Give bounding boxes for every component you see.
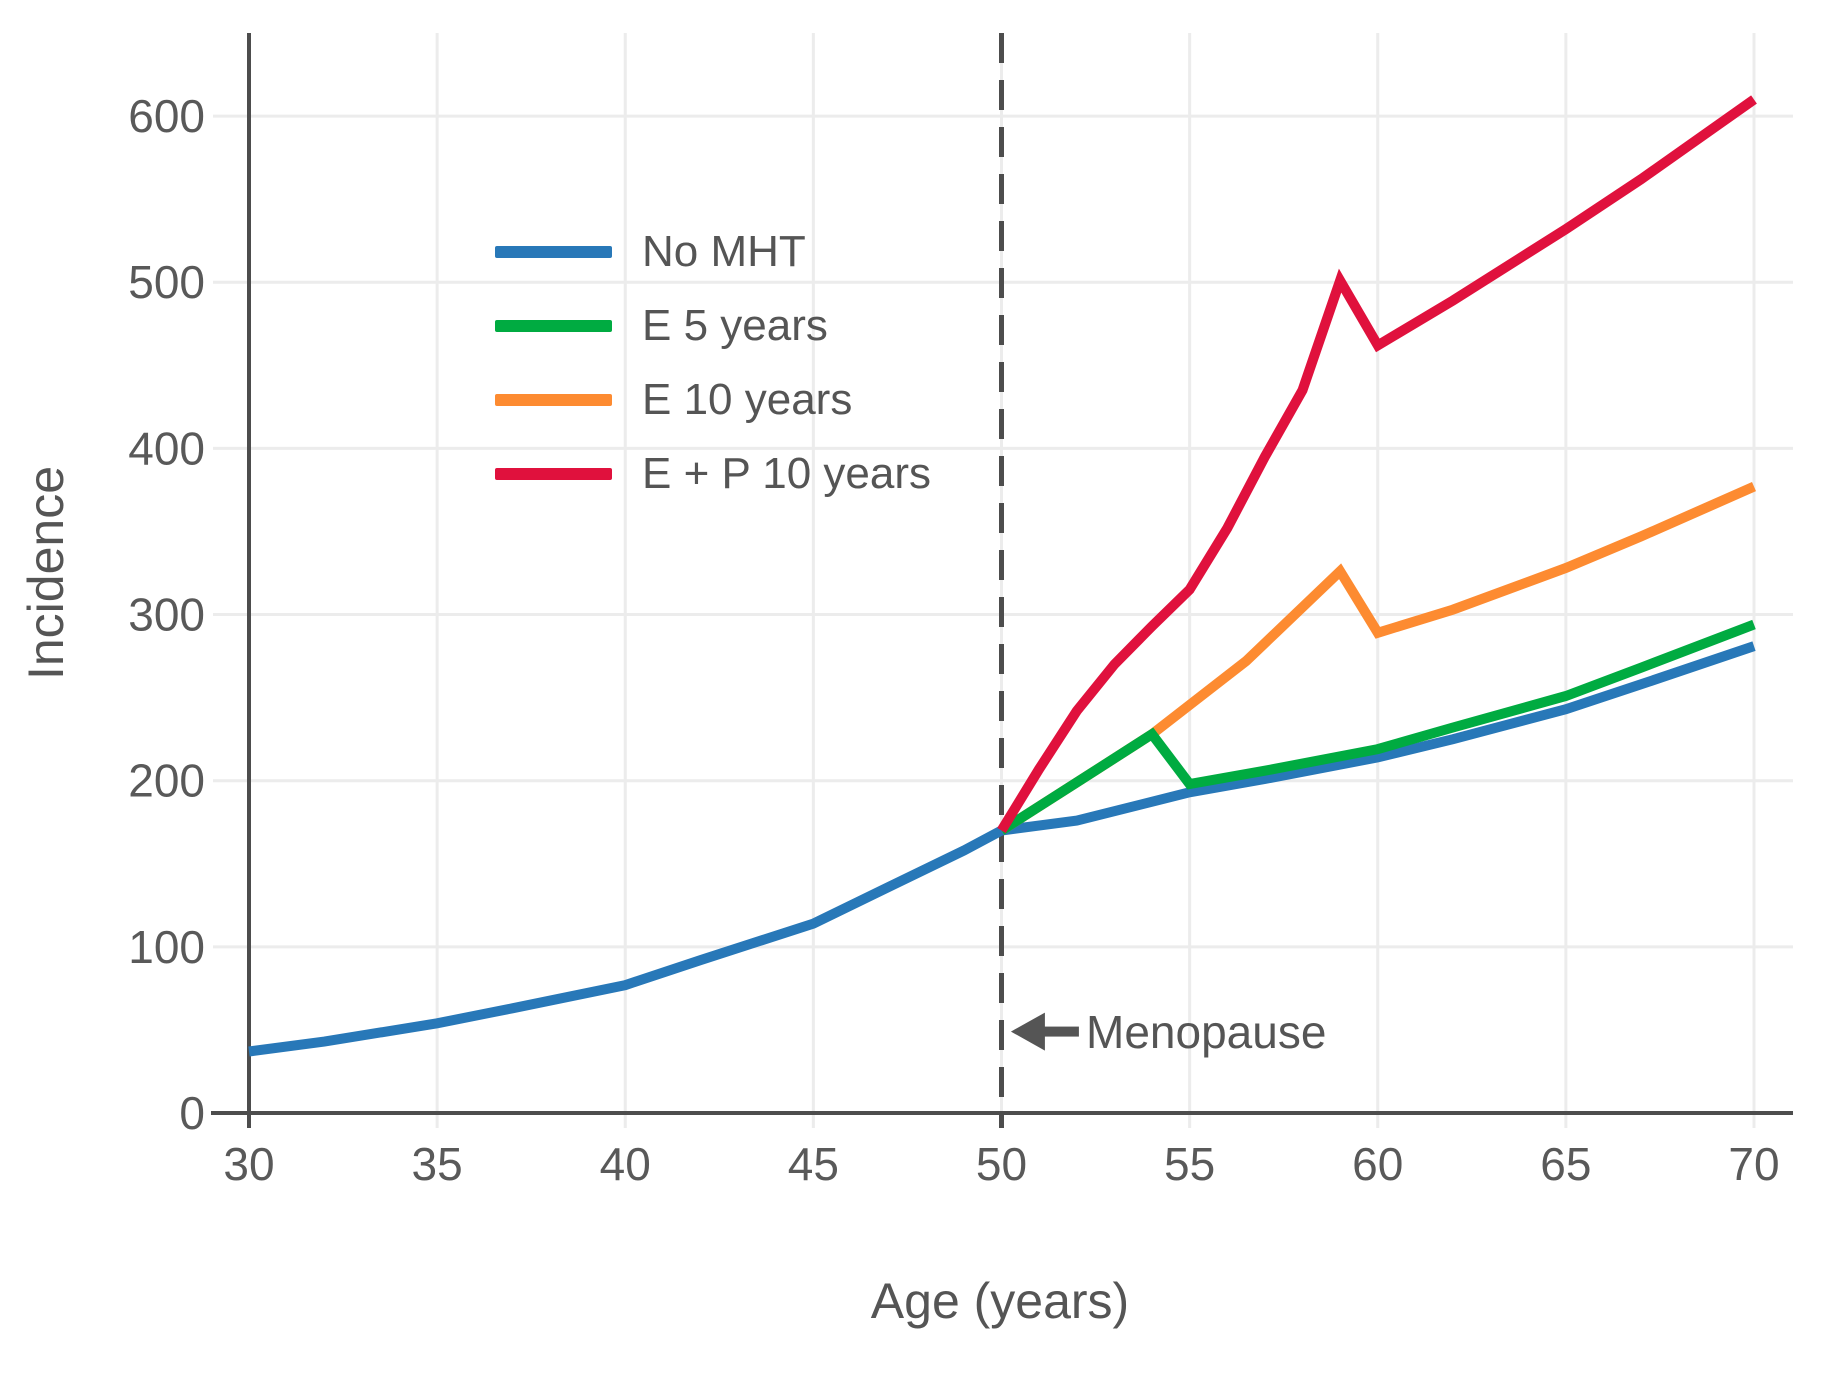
legend-item-e-10-years: E 10 years [495,363,931,437]
x-tick-label-50: 50 [976,1138,1027,1190]
x-axis-title: Age (years) [870,1273,1130,1329]
y-tick-label-0: 0 [179,1087,205,1139]
x-tick-label-30: 30 [223,1138,274,1190]
x-tick-label-40: 40 [600,1138,651,1190]
y-tick-label-400: 400 [128,422,205,474]
legend-label-e-p-10-years: E + P 10 years [642,449,932,498]
series-line-no-mht [248,641,1756,1057]
y-tick-label-500: 500 [128,256,205,308]
legend-swatch-e-5-years [495,320,612,332]
legend-swatch-e-10-years [495,394,612,406]
y-tick-label-600: 600 [128,90,205,142]
legend-item-no-mht: No MHT [495,215,931,289]
x-tick-label-70: 70 [1728,1138,1779,1190]
y-tick-label-100: 100 [128,921,205,973]
menopause-arrow-shaft [1042,1026,1079,1037]
x-tick-label-35: 35 [412,1138,463,1190]
y-tick-label-200: 200 [128,755,205,807]
legend-label-no-mht: No MHT [642,227,806,276]
legend-item-e-p-10-years: E + P 10 years [495,437,931,511]
legend-label-e-5-years: E 5 years [642,301,828,350]
series-line-e-5-years [998,619,1756,835]
legend-swatch-no-mht [495,246,612,258]
legend-swatch-e-p-10-years [495,468,612,480]
series-line-e-p-10-years [997,95,1757,834]
y-axis-title: Incidence [18,465,74,681]
menopause-annotation-label: Menopause [1086,1006,1327,1058]
menopause-arrow-icon [1010,1012,1045,1051]
x-tick-label-65: 65 [1540,1138,1591,1190]
x-tick-label-60: 60 [1352,1138,1403,1190]
x-tick-label-45: 45 [788,1138,839,1190]
x-tick-label-55: 55 [1164,1138,1215,1190]
legend-item-e-5-years: E 5 years [495,289,931,363]
y-tick-label-300: 300 [128,589,205,641]
legend: No MHT E 5 years E 10 years E + P 10 yea… [495,215,931,511]
legend-label-e-10-years: E 10 years [642,375,853,424]
